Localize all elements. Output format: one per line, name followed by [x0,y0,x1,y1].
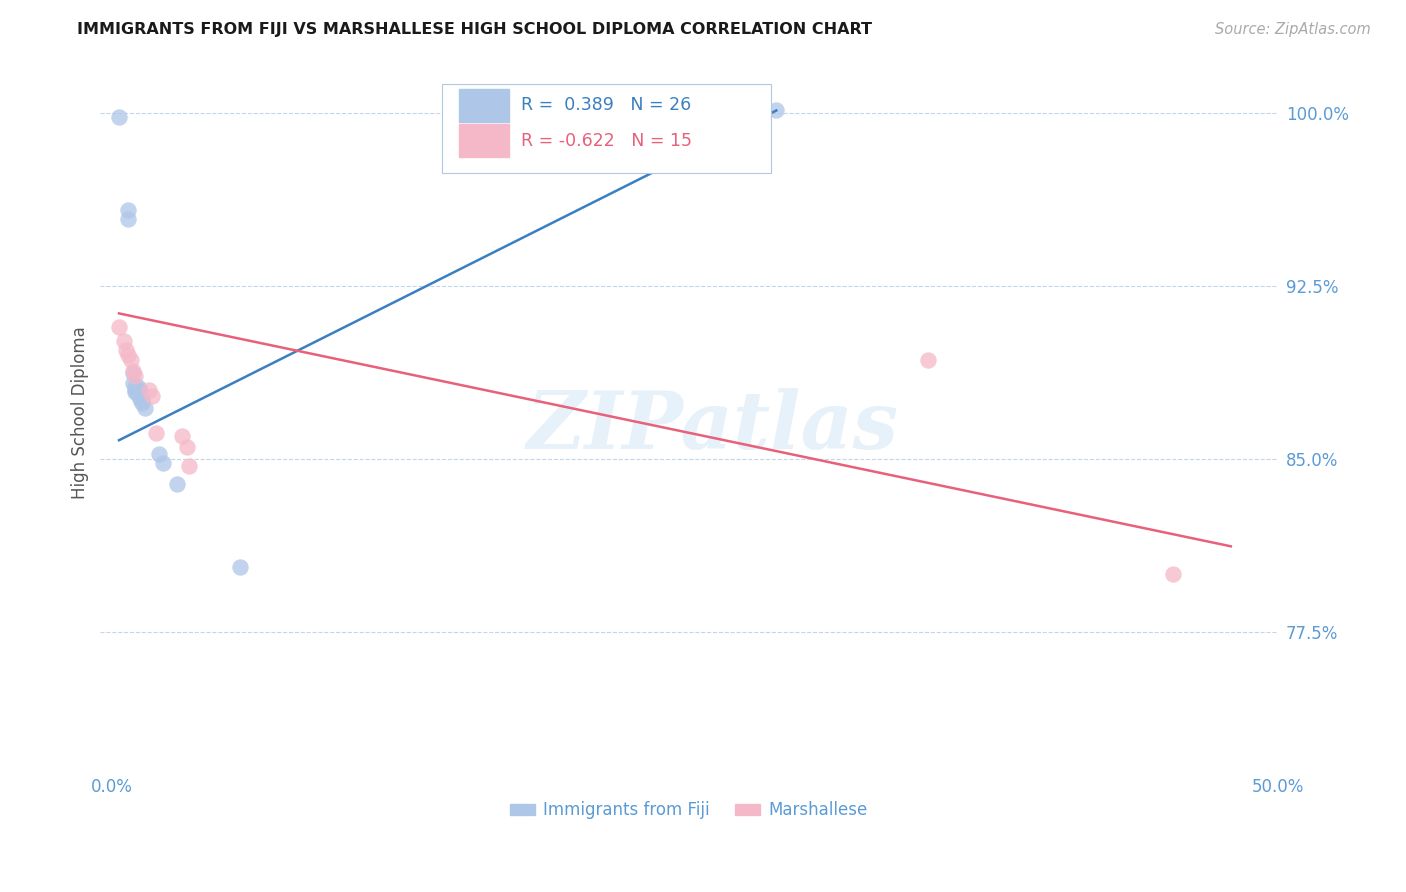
Point [120,352,142,367]
Point [108,320,131,334]
Point [122,367,145,381]
Point [166,477,188,491]
Point [131,392,153,406]
Point [170,428,193,442]
Text: IMMIGRANTS FROM FIJI VS MARSHALLESE HIGH SCHOOL DIPLOMA CORRELATION CHART: IMMIGRANTS FROM FIJI VS MARSHALLESE HIGH… [77,22,872,37]
Point [117,211,139,226]
Point [148,447,170,461]
FancyBboxPatch shape [460,88,509,121]
Text: Source: ZipAtlas.com: Source: ZipAtlas.com [1215,22,1371,37]
Legend: Immigrants from Fiji, Marshallese: Immigrants from Fiji, Marshallese [503,795,875,826]
FancyBboxPatch shape [441,84,772,173]
Point [765,103,787,118]
Point [117,202,139,217]
Text: R = -0.622   N = 15: R = -0.622 N = 15 [520,132,692,150]
Point [122,376,145,390]
Point [117,348,139,362]
Point [127,380,149,394]
Point [134,401,156,415]
Point [141,389,163,403]
Text: R =  0.389   N = 26: R = 0.389 N = 26 [520,96,690,114]
Point [138,383,160,397]
Point [127,387,149,401]
Point [122,364,145,378]
Point [129,384,152,399]
Point [127,383,149,397]
Point [124,368,146,383]
Point [112,334,135,348]
FancyBboxPatch shape [460,125,509,157]
Point [145,426,167,441]
Point [152,456,174,470]
Point [177,458,200,473]
Point [115,343,138,358]
Y-axis label: High School Diploma: High School Diploma [72,326,89,499]
Text: ZIPatlas: ZIPatlas [526,388,898,466]
Point [176,440,198,454]
Point [129,383,152,397]
Point [229,560,252,574]
Point [917,352,939,367]
Point [127,384,149,399]
Point [108,111,131,125]
Point [129,392,152,406]
Point [131,396,153,410]
Point [124,380,146,394]
Point [1161,566,1184,581]
Point [129,389,152,403]
Point [131,394,153,409]
Point [129,387,152,401]
Point [124,384,146,399]
Point [124,383,146,397]
